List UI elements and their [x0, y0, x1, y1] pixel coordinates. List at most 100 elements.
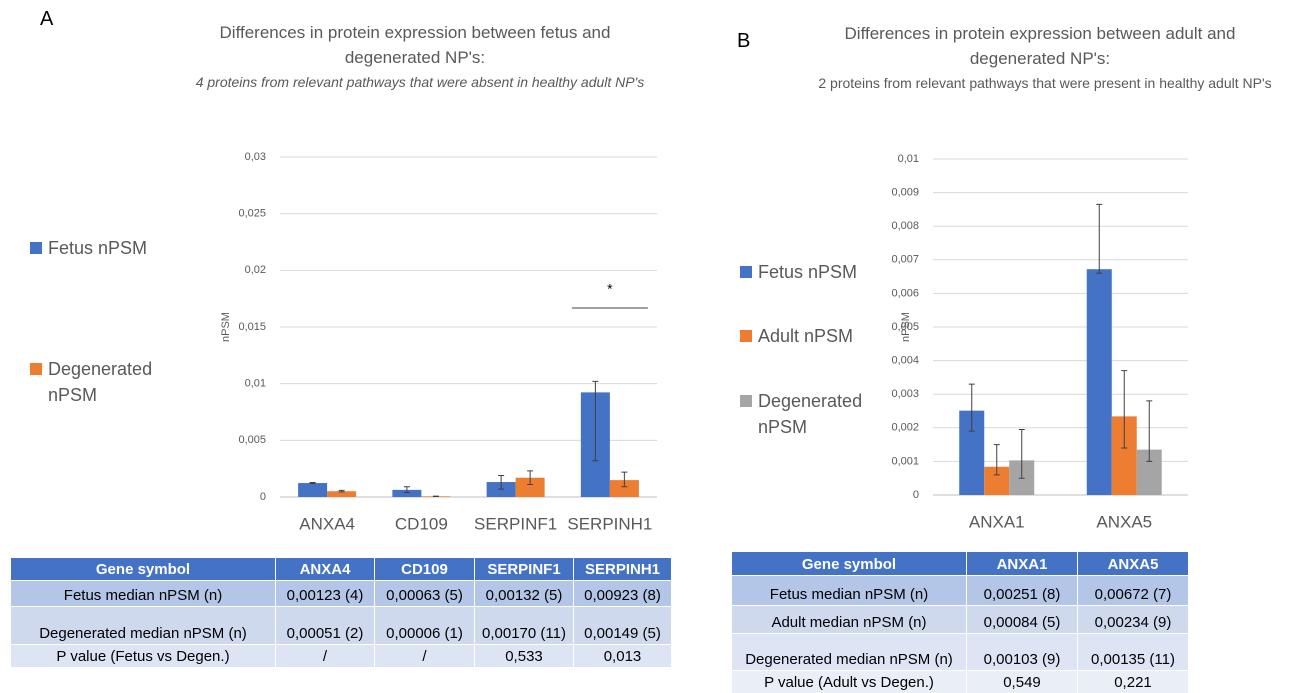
table-cell: / — [275, 644, 375, 668]
y-axis-label: nPSM — [900, 312, 912, 342]
bar — [515, 477, 545, 497]
table-row: Degenerated median nPSM (n) 0,00051 (2) 0,… — [10, 606, 672, 645]
y-tick-label: 0,01 — [245, 378, 266, 390]
error-bar — [403, 486, 410, 493]
x-tick-label: ANXA1 — [969, 512, 1025, 531]
table-row: Gene symbol ANXA4 CD109 SERPINF1 SERPINH1 — [10, 557, 672, 581]
y-tick-label: 0,006 — [891, 287, 919, 299]
error-bar — [968, 383, 975, 432]
table-cell: 0,00923 (8) — [573, 580, 672, 607]
panel-label: B — [737, 30, 751, 52]
y-tick-label: 0,015 — [238, 321, 266, 333]
chart-subtitle: 2 proteins from relevant pathways that w… — [818, 75, 1272, 91]
legend-swatch — [30, 363, 42, 375]
y-tick-label: 0,008 — [891, 220, 919, 232]
table-cell: 0,00170 (11) — [474, 606, 574, 645]
table-cell: 0,221 — [1077, 670, 1189, 693]
error-bar — [309, 481, 316, 485]
table-cell: Gene symbol — [731, 551, 967, 576]
table-cell: Gene symbol — [10, 557, 276, 581]
x-tick-label: CD109 — [395, 514, 448, 533]
legend-swatch — [740, 266, 752, 278]
legend-label: Fetus nPSM — [758, 262, 858, 282]
table-row: Degenerated median nPSM (n) 0,00103 (9) 0,… — [731, 633, 1189, 671]
error-bar — [1121, 370, 1128, 449]
error-bar — [498, 474, 505, 490]
y-tick-label: 0,003 — [891, 388, 919, 400]
legend-swatch — [30, 242, 42, 254]
y-axis-label: nPSM — [220, 312, 232, 342]
table-cell: ANXA4 — [275, 557, 375, 581]
table-cell: Fetus median nPSM (n) — [10, 580, 276, 607]
bar — [1086, 269, 1112, 495]
y-tick-label: 0,007 — [891, 254, 919, 266]
table-row: P value (Fetus vs Degen.) //0,533 0,013 — [10, 644, 672, 668]
table-cell: 0,00063 (5) — [374, 580, 475, 607]
table-row: P value (Adult vs Degen.) 0,549 0,221 — [731, 670, 1189, 693]
y-tick-label: 0,002 — [891, 422, 919, 434]
error-bar — [338, 489, 345, 493]
y-tick-label: 0,025 — [238, 208, 266, 220]
chart-title: Differences in protein expression betwee… — [844, 24, 1236, 68]
y-tick-label: 0,009 — [891, 187, 919, 199]
bar — [609, 480, 639, 497]
legend-label: Degenerated nPSM — [48, 359, 153, 405]
table-cell: Fetus median nPSM (n) — [731, 575, 967, 606]
error-bar — [1096, 203, 1103, 274]
y-tick-label: 0 — [260, 491, 266, 503]
y-tick-label: 0,005 — [891, 321, 919, 333]
legend-label: Adult nPSM — [758, 326, 854, 346]
table-cell: 0,00132 (5) — [474, 580, 574, 607]
x-tick-label: ANXA5 — [1096, 512, 1152, 531]
y-tick-label: 0,001 — [891, 455, 919, 467]
table-cell: 0,00123 (4) — [275, 580, 375, 607]
table-cell: Degenerated median nPSM (n) — [10, 606, 276, 645]
x-tick-label: SERPINH1 — [567, 514, 652, 533]
table-cell: CD109 — [374, 557, 475, 581]
bar — [392, 489, 422, 497]
table-cell: 0,00251 (8) — [966, 575, 1078, 606]
table-cell: 0,013 — [573, 644, 672, 668]
table-cell: P value (Adult vs Degen.) — [731, 670, 967, 693]
data-table: Gene symbol ANXA1 ANXA5 Fetus median nPSM (… — [731, 551, 1189, 693]
table-cell: 0,00084 (5) — [966, 605, 1078, 634]
table-cell: SERPINF1 — [474, 557, 574, 581]
table-cell: 0,00103 (9) — [966, 633, 1078, 671]
chart-subtitle: 4 proteins from relevant pathways that w… — [195, 74, 645, 90]
table-cell: Adult median nPSM (n) — [731, 605, 967, 634]
table-cell: 0,533 — [474, 644, 574, 668]
chart-title: Differences in protein expression betwee… — [219, 23, 611, 67]
table-cell: P value (Fetus vs Degen.) — [10, 644, 276, 668]
data-table: Gene symbol ANXA4 CD109 SERPINF1 SERPINH1 Fet… — [10, 557, 672, 668]
legend-swatch — [740, 395, 752, 407]
error-bar — [621, 471, 628, 488]
error-bar — [993, 444, 1000, 476]
table-cell: 0,00149 (5) — [573, 606, 672, 645]
table-row: Fetus median nPSM (n) 0,00123 (4) 0,00063 … — [10, 580, 672, 607]
table-cell: ANXA5 — [1077, 551, 1189, 576]
y-tick-label: 0,005 — [238, 434, 266, 446]
table-cell: Degenerated median nPSM (n) — [731, 633, 967, 671]
y-tick-label: 0 — [913, 489, 919, 501]
error-bar — [527, 470, 534, 486]
y-tick-label: 0,004 — [891, 355, 919, 367]
table-cell: 0,00051 (2) — [275, 606, 375, 645]
table-cell: SERPINH1 — [573, 557, 672, 581]
table-cell: ANXA1 — [966, 551, 1078, 576]
error-bar — [1146, 400, 1153, 462]
y-tick-label: 0,03 — [245, 151, 266, 163]
table-row: Gene symbol ANXA1 ANXA5 — [731, 551, 1189, 576]
table-cell: 0,00006 (1) — [374, 606, 475, 645]
x-tick-label: SERPINF1 — [474, 514, 557, 533]
table-cell: 0,549 — [966, 670, 1078, 693]
legend-label: Fetus nPSM — [48, 238, 148, 258]
bar — [327, 491, 357, 497]
table-cell: 0,00672 (7) — [1077, 575, 1189, 606]
y-tick-label: 0,02 — [245, 264, 266, 276]
panel-label: A — [40, 8, 54, 30]
legend-swatch — [740, 330, 752, 342]
error-bar — [592, 380, 599, 462]
x-tick-label: ANXA4 — [299, 514, 355, 533]
error-bar — [1018, 428, 1025, 479]
